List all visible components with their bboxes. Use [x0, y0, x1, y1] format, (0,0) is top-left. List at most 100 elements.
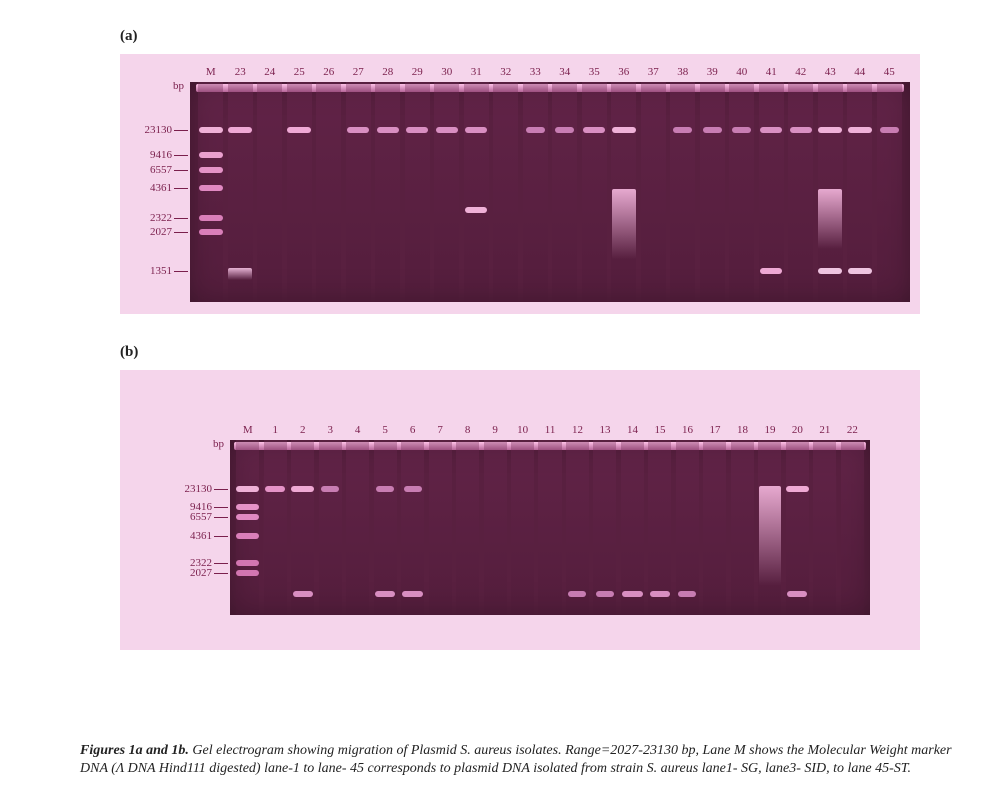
lane-label: 7	[426, 424, 453, 436]
gel-lane	[405, 82, 430, 302]
gel-band	[199, 127, 223, 133]
gel-lane	[841, 440, 864, 615]
gel-smear	[759, 486, 782, 586]
lane-label: 31	[462, 66, 492, 78]
gel-lane	[401, 440, 424, 615]
gel-band	[790, 127, 812, 133]
gel-a-lane-labels: M232425262728293031323334353637383940414…	[196, 66, 904, 78]
panel-b-label: (b)	[120, 344, 138, 361]
lane-label: 10	[509, 424, 536, 436]
gel-lane	[566, 440, 589, 615]
figure-page: (a) M23242526272829303132333435363738394…	[0, 0, 1007, 795]
lane-label: 26	[314, 66, 344, 78]
marker-tick-label: 2027	[124, 567, 212, 579]
lane-label: 24	[255, 66, 285, 78]
gel-lane	[621, 440, 644, 615]
lane-label: 37	[639, 66, 669, 78]
gel-band	[673, 127, 692, 133]
gel-lane	[676, 440, 699, 615]
lane-label: 17	[701, 424, 728, 436]
marker-tick-line	[174, 170, 188, 171]
gel-band	[199, 215, 223, 221]
gel-lane	[670, 82, 695, 302]
lane-label: 38	[668, 66, 698, 78]
gel-band	[236, 560, 259, 566]
gel-band	[465, 127, 487, 133]
marker-tick-line	[214, 563, 228, 564]
gel-band	[583, 127, 605, 133]
gel-band	[622, 591, 642, 597]
gel-band	[555, 127, 574, 133]
marker-tick-label: 4361	[124, 182, 172, 194]
lane-label: 43	[816, 66, 846, 78]
lane-label: 29	[403, 66, 433, 78]
lane-label: 42	[786, 66, 816, 78]
gel-lane	[374, 440, 397, 615]
lane-label: M	[196, 66, 226, 78]
gel-band	[848, 268, 872, 274]
lane-label: 28	[373, 66, 403, 78]
lane-label: 5	[371, 424, 398, 436]
marker-tick-line	[174, 188, 188, 189]
gel-lane	[456, 440, 479, 615]
marker-tick-line	[174, 218, 188, 219]
gel-lane	[703, 440, 726, 615]
gel-band	[436, 127, 458, 133]
marker-tick-label: 2322	[124, 212, 172, 224]
lane-label: 9	[481, 424, 508, 436]
gel-lane	[375, 82, 400, 302]
lane-label: 19	[756, 424, 783, 436]
lane-label: 21	[811, 424, 838, 436]
gel-lane	[346, 82, 371, 302]
gel-band	[199, 229, 223, 235]
gel-band	[818, 127, 842, 133]
lane-label: 15	[646, 424, 673, 436]
marker-tick-label: 23130	[124, 483, 212, 495]
gel-band	[703, 127, 722, 133]
gel-b-lane-labels: M12345678910111213141516171819202122	[234, 424, 866, 436]
lane-label: 36	[609, 66, 639, 78]
gel-band	[377, 127, 399, 133]
gel-band	[321, 486, 339, 492]
gel-band	[236, 486, 259, 492]
gel-band	[760, 127, 782, 133]
gel-band	[786, 486, 809, 492]
marker-tick-label: 6557	[124, 511, 212, 523]
gel-band	[406, 127, 428, 133]
gel-band	[228, 127, 252, 133]
marker-tick-label: 1351	[124, 265, 172, 277]
gel-band	[199, 167, 223, 173]
gel-lane	[319, 440, 342, 615]
gel-lane	[236, 440, 259, 615]
marker-tick-label: 23130	[124, 124, 172, 136]
marker-tick-line	[214, 507, 228, 508]
gel-lane	[291, 440, 314, 615]
gel-a-inner	[190, 82, 910, 302]
marker-tick-line	[214, 536, 228, 537]
gel-b-inner	[230, 440, 870, 615]
gel-lane	[731, 440, 754, 615]
gel-lane	[346, 440, 369, 615]
lane-label: 11	[536, 424, 563, 436]
gel-a-outer: M232425262728293031323334353637383940414…	[120, 54, 920, 314]
lane-label: 12	[564, 424, 591, 436]
gel-band	[787, 591, 807, 597]
gel-band	[291, 486, 314, 492]
gel-lane	[729, 82, 754, 302]
gel-band	[375, 591, 395, 597]
lane-label: 44	[845, 66, 875, 78]
caption-body: Gel electrogram showing migration of Pla…	[80, 743, 952, 776]
lane-label: 34	[550, 66, 580, 78]
gel-smear	[228, 268, 252, 280]
gel-band	[404, 486, 422, 492]
gel-lane	[786, 440, 809, 615]
lane-label: 22	[839, 424, 866, 436]
gel-lane	[484, 440, 507, 615]
gel-lane	[593, 440, 616, 615]
gel-lane	[582, 82, 607, 302]
gel-lane	[434, 82, 459, 302]
lane-label: 6	[399, 424, 426, 436]
lane-label: 8	[454, 424, 481, 436]
gel-b-bp-label: bp	[128, 438, 224, 450]
marker-tick-line	[214, 573, 228, 574]
